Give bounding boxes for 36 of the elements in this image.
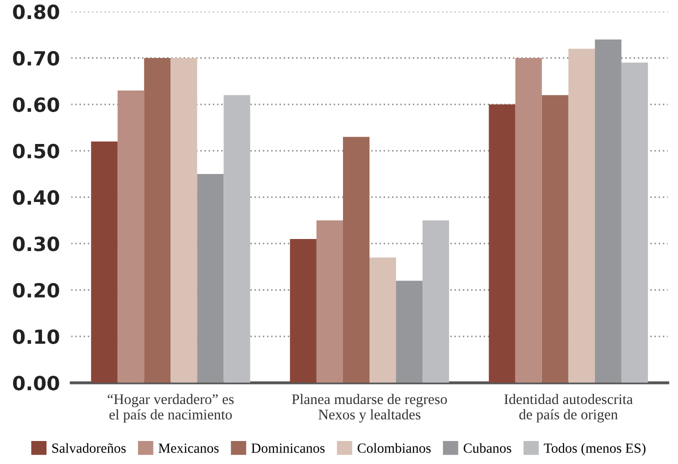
legend-label: Mexicanos: [158, 444, 219, 453]
bar: [621, 62, 648, 383]
bar: [568, 48, 595, 383]
bar: [224, 95, 250, 383]
bar: [316, 220, 343, 383]
bar: [422, 220, 450, 383]
y-tick-label: 0.00: [13, 376, 60, 390]
y-tick-label: 0.50: [13, 144, 60, 158]
y-tick-label: 0.30: [13, 236, 60, 252]
bar: [197, 174, 224, 383]
bar: [488, 104, 516, 383]
bar: [515, 58, 542, 383]
legend-label: Salvadoreños: [52, 443, 126, 453]
y-tick-label: 0.80: [13, 4, 60, 20]
y-tick-label: 0.20: [13, 282, 60, 298]
y-tick-label: 0.10: [13, 329, 60, 344]
legend-label: Todos (menos ES): [544, 443, 646, 456]
y-tick-label: 0.70: [13, 50, 60, 66]
bar: [342, 136, 370, 383]
bar: [370, 258, 396, 383]
bar: [542, 95, 568, 383]
x-tick-label: Planea mudarse de regreso Nexos y lealtades: [292, 394, 447, 422]
bar: [91, 142, 118, 383]
y-tick-label: 0.40: [13, 190, 60, 205]
legend-label: Colombianos: [358, 443, 431, 453]
bar: [144, 58, 171, 383]
bar: [118, 90, 144, 383]
legend-label: Dominicanos: [251, 444, 325, 453]
legend-label: Cubanos: [464, 443, 512, 453]
bar: [170, 58, 198, 383]
x-tick-label: “Hogar verdadero” es el país de nacimiento: [108, 394, 234, 422]
bar: [396, 280, 423, 383]
y-tick-label: 0.60: [13, 97, 60, 112]
x-tick-label: Identidad autodescrita de país de origen: [504, 394, 633, 422]
bar: [290, 238, 316, 383]
bar: [594, 39, 622, 383]
